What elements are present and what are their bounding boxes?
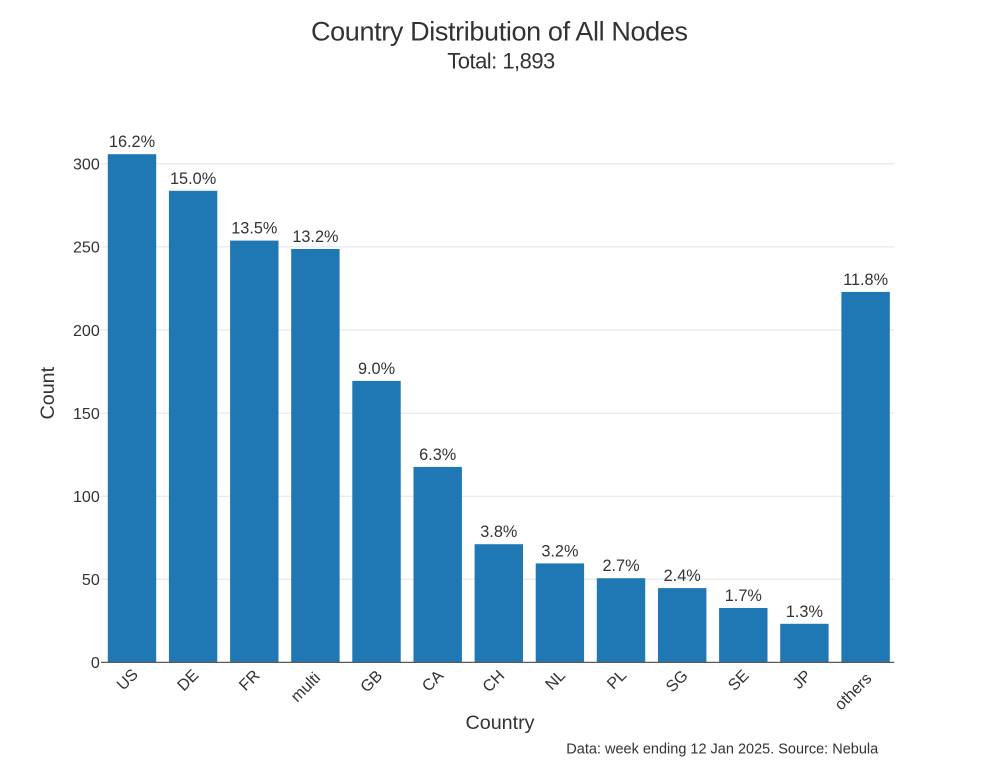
svg-text:250: 250: [73, 239, 100, 257]
svg-text:300: 300: [73, 156, 100, 174]
svg-text:16.2%: 16.2%: [109, 133, 155, 151]
svg-text:2.4%: 2.4%: [664, 567, 701, 585]
svg-text:Country Distribution of All No: Country Distribution of All Nodes: [311, 16, 688, 46]
svg-text:Count: Count: [37, 366, 59, 419]
svg-text:Country: Country: [466, 712, 535, 734]
svg-text:3.8%: 3.8%: [480, 523, 517, 541]
svg-text:Data: week ending 12 Jan 2025.: Data: week ending 12 Jan 2025. Source: N…: [566, 742, 879, 758]
svg-text:2.7%: 2.7%: [602, 557, 639, 575]
svg-text:9.0%: 9.0%: [358, 360, 395, 378]
svg-text:13.2%: 13.2%: [292, 228, 338, 246]
svg-text:3.2%: 3.2%: [541, 542, 578, 560]
svg-text:11.8%: 11.8%: [843, 271, 888, 289]
svg-text:15.0%: 15.0%: [170, 170, 216, 188]
svg-text:6.3%: 6.3%: [419, 446, 456, 464]
svg-text:1.3%: 1.3%: [786, 603, 823, 621]
svg-text:200: 200: [73, 322, 100, 340]
svg-text:1.7%: 1.7%: [725, 587, 762, 605]
svg-text:0: 0: [91, 654, 100, 672]
svg-text:Total: 1,893: Total: 1,893: [447, 49, 555, 74]
svg-text:50: 50: [82, 571, 100, 589]
svg-text:150: 150: [73, 405, 100, 423]
svg-text:100: 100: [73, 488, 100, 506]
svg-text:13.5%: 13.5%: [231, 220, 277, 238]
